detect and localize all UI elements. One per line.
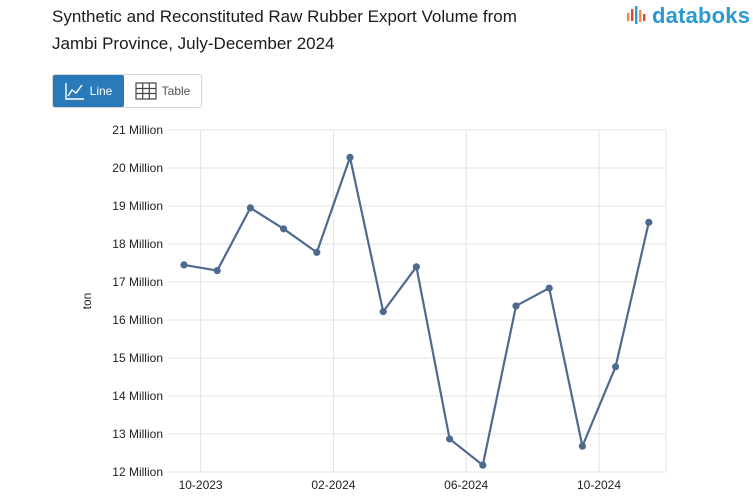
logo-text: databoks <box>652 3 751 28</box>
data-point[interactable] <box>512 302 520 310</box>
data-point[interactable] <box>379 308 387 316</box>
y-axis-label: ton <box>80 293 94 310</box>
data-point[interactable] <box>180 261 188 269</box>
y-tick-label: 13 Million <box>112 427 163 441</box>
chart-title-line-2: Jambi Province, July-December 2024 <box>52 34 335 53</box>
view-toggle: Line Table <box>52 74 202 108</box>
x-tick-label: 02-2024 <box>311 478 355 492</box>
y-tick-label: 18 Million <box>112 237 163 251</box>
data-point[interactable] <box>578 442 587 450</box>
line-view-label: Line <box>89 84 113 98</box>
data-point[interactable] <box>645 218 653 226</box>
data-point[interactable] <box>446 435 454 443</box>
data-point[interactable] <box>280 225 288 233</box>
chart-grid <box>168 129 667 473</box>
y-tick-label: 12 Million <box>112 465 163 479</box>
data-point[interactable] <box>479 461 487 469</box>
data-point[interactable] <box>246 204 254 212</box>
data-point[interactable] <box>346 153 354 161</box>
data-point[interactable] <box>612 363 620 371</box>
data-point[interactable] <box>412 263 420 271</box>
databoks-logo[interactable]: databoks <box>626 3 751 28</box>
data-point[interactable] <box>313 248 321 256</box>
data-point[interactable] <box>545 284 553 292</box>
y-tick-label: 19 Million <box>112 199 163 213</box>
line-chart-icon <box>64 83 84 100</box>
table-view-label: Table <box>161 84 191 98</box>
chart-title: Synthetic and Reconstituted Raw Rubber E… <box>52 3 612 57</box>
line-view-button[interactable]: Line <box>53 75 124 107</box>
data-points <box>180 153 653 469</box>
y-tick-label: 16 Million <box>112 313 163 327</box>
x-tick-label: 10-2024 <box>577 478 621 492</box>
x-tick-label: 10-2023 <box>179 478 223 492</box>
y-tick-label: 21 Million <box>112 123 163 137</box>
series-line <box>183 156 650 467</box>
x-tick-label: 06-2024 <box>444 478 488 492</box>
y-axis-ticks: 12 Million 13 Million 14 Million 15 Million… <box>112 123 163 479</box>
x-axis-ticks: 10-2023 02-2024 06-2024 10-2024 <box>179 478 622 492</box>
table-view-button[interactable]: Table <box>124 75 201 107</box>
chart-title-line-1: Synthetic and Reconstituted Raw Rubber E… <box>52 7 517 26</box>
data-point[interactable] <box>213 267 221 275</box>
y-tick-label: 17 Million <box>112 275 163 289</box>
y-tick-label: 15 Million <box>112 351 163 365</box>
y-tick-label: 14 Million <box>112 389 163 403</box>
y-tick-label: 20 Million <box>112 161 163 175</box>
databoks-logo-icon <box>627 6 646 24</box>
table-icon <box>135 82 157 100</box>
